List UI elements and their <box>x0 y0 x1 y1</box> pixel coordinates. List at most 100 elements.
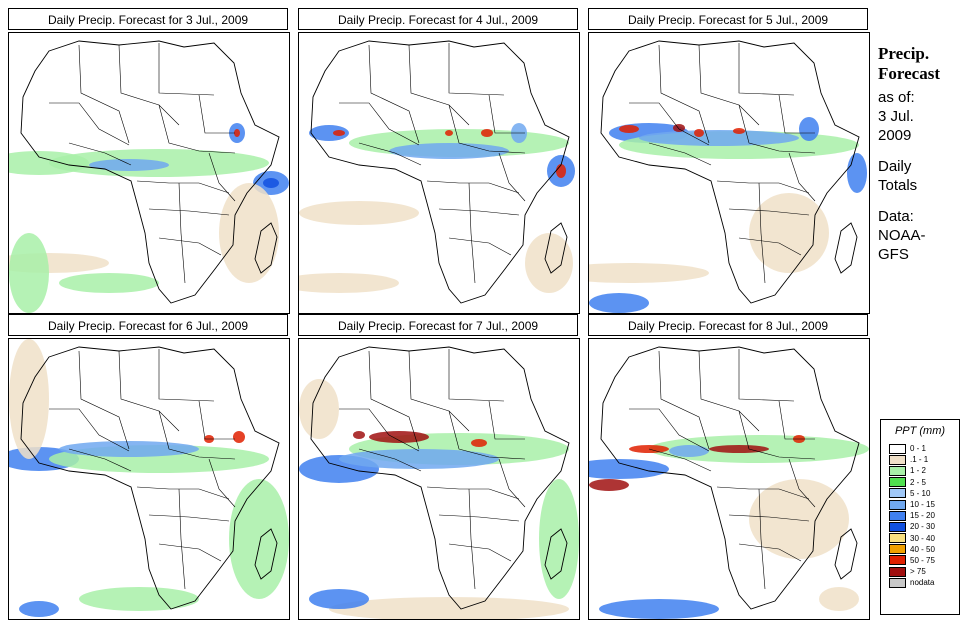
country-border <box>68 142 132 166</box>
country-border <box>738 237 802 256</box>
country-border <box>488 400 525 440</box>
madagascar-outline <box>544 222 568 274</box>
africa-map <box>9 339 289 617</box>
country-border <box>448 43 505 96</box>
legend-item: 30 - 40 <box>881 533 959 544</box>
country-border <box>438 514 520 522</box>
legend-label: nodata <box>910 578 935 588</box>
precip-area <box>299 201 419 225</box>
country-border <box>208 458 236 508</box>
precip-area <box>369 431 429 443</box>
country-border <box>339 102 420 146</box>
africa-map <box>299 346 579 619</box>
forecast-panel-5: Daily Precip. Forecast for 7 Jul., 2009 <box>298 314 580 620</box>
country-border <box>629 102 710 146</box>
madagascar-outline <box>834 222 858 274</box>
country-border <box>728 208 810 216</box>
precip-area <box>619 125 639 133</box>
legend-swatch <box>889 566 906 577</box>
precip-area <box>589 263 709 283</box>
sidebar-asof: as of: <box>878 89 915 106</box>
country-border <box>426 486 520 500</box>
precip-area <box>389 143 509 159</box>
precip-area <box>481 129 493 137</box>
country-border <box>629 408 710 452</box>
precip-area <box>309 589 369 609</box>
sidebar-date-line1: 3 Jul. <box>878 108 914 125</box>
precip-area <box>471 439 487 447</box>
legend-item: 40 - 50 <box>881 544 959 555</box>
legend-item: 2 - 5 <box>881 477 959 488</box>
precip-area <box>819 587 859 611</box>
legend-label: 2 - 5 <box>910 477 927 487</box>
precip-area <box>525 233 573 293</box>
madagascar-outline <box>544 528 568 580</box>
sidebar-data-label: Data: <box>878 208 914 225</box>
country-border <box>158 104 236 154</box>
precip-area <box>556 164 566 178</box>
legend-label: 50 - 75 <box>910 555 935 565</box>
precip-area <box>799 117 819 141</box>
coastline <box>310 40 570 304</box>
forecast-panel-2: Daily Precip. Forecast for 4 Jul., 2009 <box>298 8 580 314</box>
legend-label: 40 - 50 <box>910 544 935 554</box>
country-border <box>778 400 815 440</box>
country-border <box>78 44 130 144</box>
country-border <box>158 43 215 96</box>
precip-area <box>329 597 569 619</box>
legend-label: 30 - 40 <box>910 533 935 543</box>
coastline <box>600 40 860 304</box>
legend-swatch <box>889 521 906 532</box>
country-border <box>658 350 710 450</box>
country-border <box>778 94 815 134</box>
sidebar-heading-line2: Forecast <box>878 64 940 83</box>
precip-area <box>299 379 339 439</box>
africa-map <box>589 40 867 313</box>
precip-area <box>669 445 709 457</box>
coastline <box>20 40 280 304</box>
precip-area <box>9 339 49 459</box>
panel-title: Daily Precip. Forecast for 5 Jul., 2009 <box>588 8 868 30</box>
country-border <box>49 408 130 452</box>
sidebar-source-line2: GFS <box>878 246 909 263</box>
legend-item: nodata <box>881 577 959 588</box>
precip-area <box>709 445 769 453</box>
precip-map <box>588 338 870 620</box>
country-border <box>788 152 816 202</box>
country-border <box>426 180 520 194</box>
country-border <box>658 44 710 144</box>
precip-map <box>588 32 870 314</box>
precip-map <box>298 338 580 620</box>
legend-label: 1 - 2 <box>910 466 927 476</box>
country-border <box>448 237 512 256</box>
precip-area <box>59 273 159 293</box>
country-border <box>408 44 470 126</box>
country-border <box>758 488 766 590</box>
sidebar-info: Precip. Forecast as of: 3 Jul. 2009 Dail… <box>878 44 965 264</box>
country-border <box>448 349 505 402</box>
country-border <box>368 44 420 144</box>
country-border <box>498 152 526 202</box>
precip-map <box>8 32 290 314</box>
precip-area <box>309 125 349 141</box>
country-border <box>208 152 236 202</box>
legend-item: > 75 <box>881 566 959 577</box>
precip-area <box>589 459 669 479</box>
precip-area <box>445 130 453 136</box>
precip-area <box>339 449 499 469</box>
legend-item: 0 - 1 <box>881 443 959 454</box>
precip-map <box>8 338 290 620</box>
legend-swatch <box>889 477 906 488</box>
country-border <box>728 514 810 522</box>
madagascar-outline <box>834 528 858 580</box>
precip-area <box>263 178 279 188</box>
precip-area <box>589 293 649 313</box>
precip-area <box>19 601 59 617</box>
precip-map <box>298 32 580 314</box>
legend-label: 5 - 10 <box>910 488 931 498</box>
country-border <box>448 104 526 154</box>
precip-area <box>9 233 49 313</box>
country-border <box>368 350 420 450</box>
legend-label: 15 - 20 <box>910 511 935 521</box>
